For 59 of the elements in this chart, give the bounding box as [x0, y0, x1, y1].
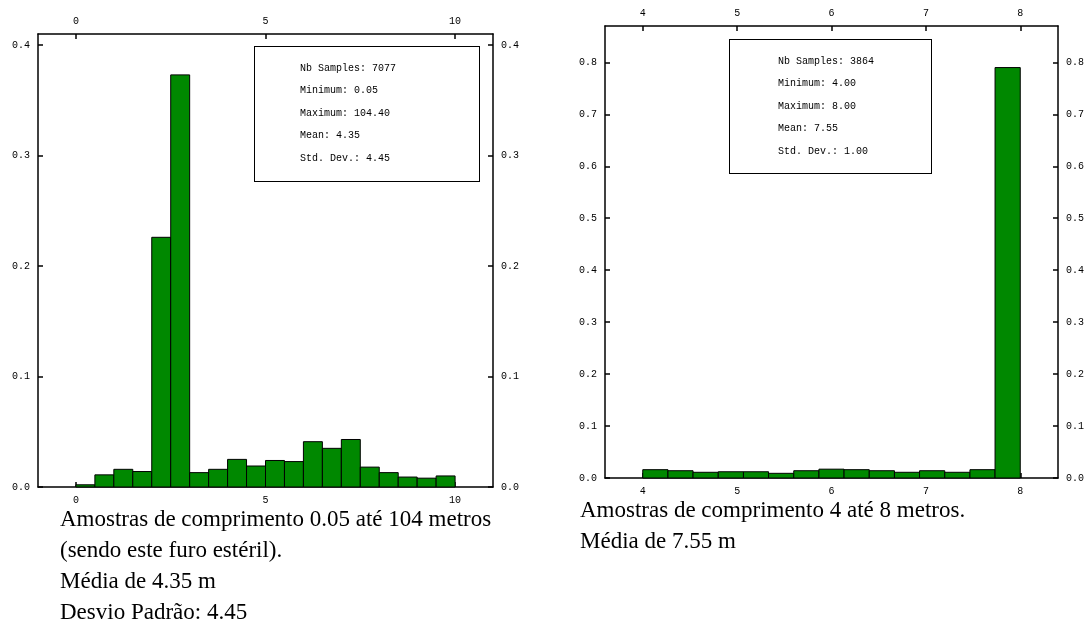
- x-tick-label: 0: [72, 494, 79, 506]
- y2-tick-label: 0.0: [1066, 472, 1085, 484]
- y2-tick-label: 0.4: [501, 39, 520, 51]
- y-tick-label: 0.3: [11, 150, 30, 162]
- y2-tick-label: 0.7: [1066, 108, 1085, 120]
- annotation: Maximum: 8.00: [778, 100, 857, 112]
- y-tick-label: 0.6: [578, 160, 597, 172]
- y2-tick-label: 0.4: [1066, 264, 1085, 276]
- y-tick-label: 0.1: [11, 371, 30, 383]
- annotation: Mean: 4.35: [300, 130, 361, 142]
- y-tick-label: 0.0: [578, 472, 597, 484]
- y-tick-label: 0.2: [578, 368, 597, 380]
- y2-tick-label: 0.5: [1066, 212, 1085, 224]
- x2-tick-label: 10: [449, 15, 462, 27]
- y2-tick-label: 0.0: [501, 481, 520, 493]
- y2-tick-label: 0.1: [501, 371, 520, 383]
- x2-tick-label: 0: [72, 15, 79, 27]
- y-tick-label: 0.8: [578, 56, 597, 68]
- x-tick-label: 8: [1017, 485, 1024, 497]
- y2-tick-label: 0.2: [501, 260, 520, 272]
- annotation: Mean: 7.55: [778, 123, 839, 135]
- annotation: Std. Dev.: 1.00: [778, 145, 869, 157]
- annotation: Minimum: 0.05: [300, 85, 379, 97]
- x-tick-label: 10: [449, 494, 462, 506]
- y2-tick-label: 0.1: [1066, 420, 1085, 432]
- x-tick-label: 5: [262, 494, 269, 506]
- y-tick-label: 0.4: [11, 39, 30, 51]
- x2-tick-label: 5: [734, 7, 741, 19]
- text: Média de 4.35 m: [60, 567, 217, 595]
- y-tick-label: 0.4: [578, 264, 597, 276]
- x-tick-label: 7: [922, 485, 929, 497]
- annotation: Std. Dev.: 4.45: [300, 152, 391, 164]
- x2-tick-label: 7: [922, 7, 929, 19]
- x2-tick-label: 4: [639, 7, 646, 19]
- text: Desvio Padrão: 4.45: [60, 598, 249, 626]
- y2-tick-label: 0.2: [1066, 368, 1085, 380]
- annotation: Minimum: 4.00: [778, 78, 857, 90]
- y-tick-label: 0.1: [578, 420, 597, 432]
- y2-tick-label: 0.8: [1066, 56, 1085, 68]
- y-tick-label: 0.0: [11, 481, 30, 493]
- text: Amostras de comprimento 4 até 8 metros.: [580, 497, 966, 522]
- x2-tick-label: 6: [828, 7, 835, 19]
- annotation: Maximum: 104.40: [300, 107, 391, 119]
- x-tick-label: 5: [734, 485, 741, 497]
- y2-tick-label: 0.3: [1066, 316, 1085, 328]
- y2-tick-label: 0.3: [501, 150, 520, 162]
- text: Média de 7.55 m: [580, 527, 737, 555]
- annotation: Nb Samples: 3864: [778, 55, 875, 67]
- y-tick-label: 0.5: [578, 212, 597, 224]
- y-tick-label: 0.7: [578, 108, 597, 120]
- x2-tick-label: 5: [262, 15, 269, 27]
- annotation: Nb Samples: 7077: [300, 62, 397, 74]
- y-tick-label: 0.3: [578, 316, 597, 328]
- y2-tick-label: 0.6: [1066, 160, 1085, 172]
- x-tick-label: 4: [639, 485, 646, 497]
- text: Amostras de comprimento 0.05 até 104 metros (sendo este furo estéril).: [60, 506, 492, 562]
- y-tick-label: 0.2: [11, 260, 30, 272]
- x2-tick-label: 8: [1017, 7, 1024, 19]
- x-tick-label: 6: [828, 485, 835, 497]
